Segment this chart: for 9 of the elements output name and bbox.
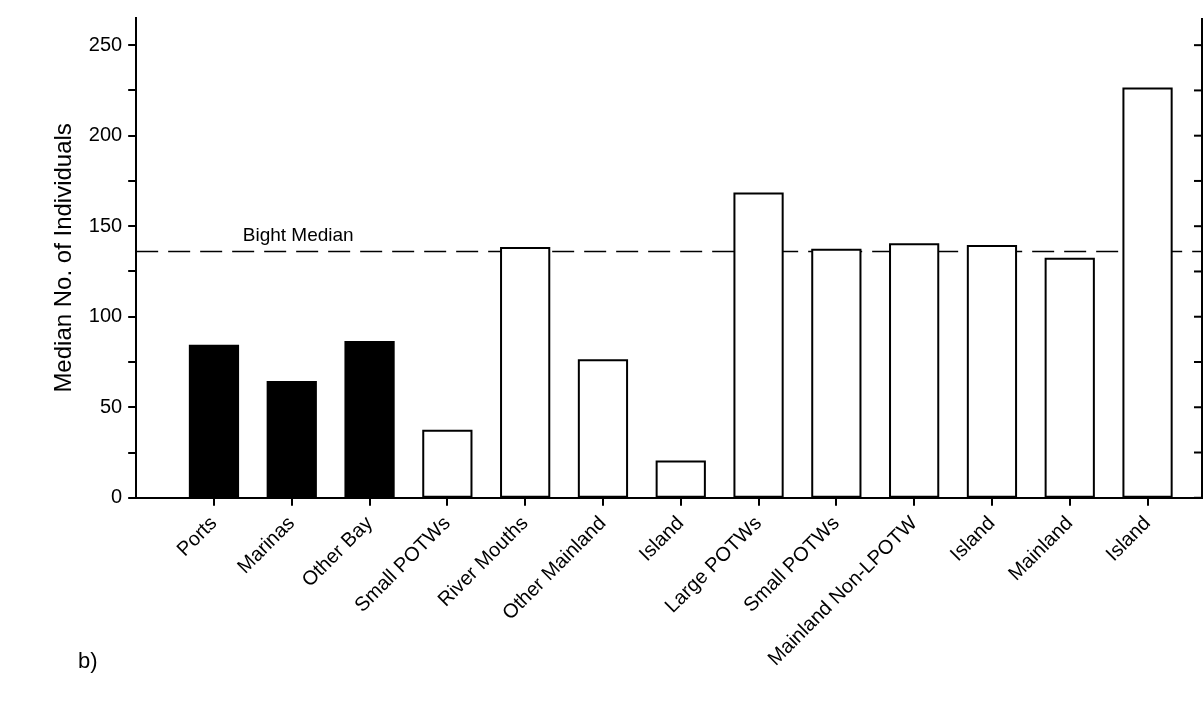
y-tick-label: 0 xyxy=(111,485,123,508)
y-tick-label: 250 xyxy=(88,32,123,55)
y-tick-label: 200 xyxy=(88,123,123,146)
text: b) xyxy=(78,648,98,673)
y-tick-label: 150 xyxy=(88,213,123,236)
y-axis-title: Median No. of Individuals xyxy=(49,123,77,393)
ref-line-label: Bight Median xyxy=(242,224,354,246)
y-tick-label: 100 xyxy=(88,304,123,327)
y-tick-label: 50 xyxy=(99,394,123,417)
